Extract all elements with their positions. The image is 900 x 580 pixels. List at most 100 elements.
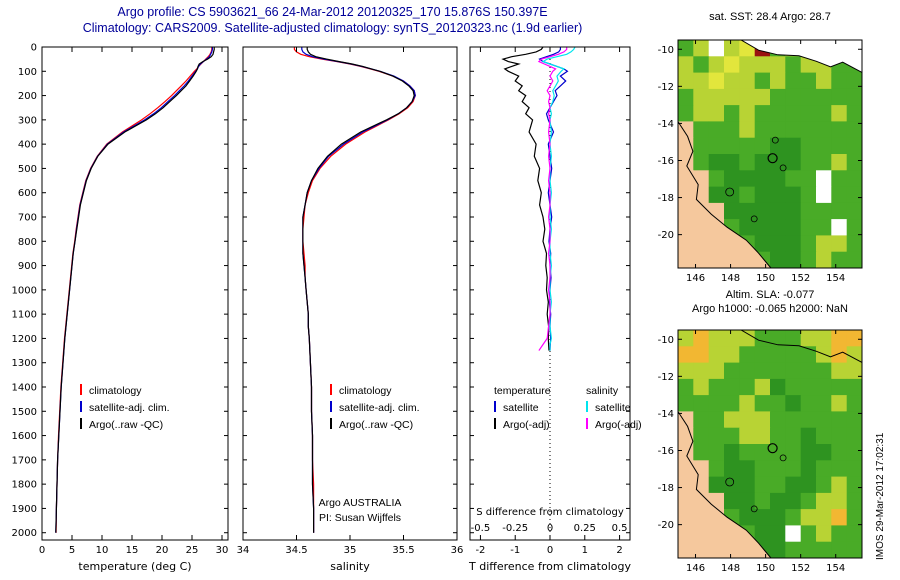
program-name: Argo AUSTRALIA <box>318 497 402 509</box>
reef-outline <box>725 477 735 487</box>
t-argo-line-swatch <box>494 418 496 429</box>
axis-text: 1900 <box>12 504 37 515</box>
axis-text: 152 <box>791 273 810 284</box>
legend-item-argo: Argo(..raw -QC) <box>80 417 170 434</box>
axis-text: -20 <box>658 230 674 241</box>
s-satellite-line-swatch <box>586 401 588 412</box>
axis-text: 600 <box>18 188 37 199</box>
axis-text: -18 <box>658 483 674 494</box>
axis-text: 150 <box>756 563 775 574</box>
axis-text: 154 <box>826 273 845 284</box>
axis-text: 35.5 <box>392 545 414 556</box>
axis-text: 300 <box>18 115 37 126</box>
axis-text: 30 <box>216 545 229 556</box>
coastline <box>678 121 772 268</box>
axis-text: -10 <box>658 335 674 346</box>
png-coastline <box>740 40 862 73</box>
temperature-line-2 <box>55 47 215 533</box>
difference-line-2 <box>541 47 576 351</box>
axis-text: 36 <box>451 545 464 556</box>
legend-item-s-satellite: satellite <box>586 400 662 417</box>
axis-text: 2 <box>616 545 622 556</box>
axis-text: 150 <box>756 273 775 284</box>
reef-outline <box>750 215 758 223</box>
temperature-line-1 <box>55 47 213 533</box>
legend-item-climatology: climatology <box>330 383 420 400</box>
legend-item-s-argo: Argo(-adj) <box>586 417 662 434</box>
difference-line-3 <box>537 47 568 351</box>
axis-text: -16 <box>658 446 674 457</box>
page-title: Argo profile: CS 5903621_66 24-Mar-2012 … <box>117 5 548 19</box>
difference-legend: temperature satellite Argo(-adj) salinit… <box>494 383 662 434</box>
legend-header-temperature: temperature <box>494 385 551 397</box>
axis-text: 500 <box>18 164 37 175</box>
axis-text: -18 <box>658 193 674 204</box>
axis-text: 1400 <box>12 383 37 394</box>
legend-label: satellite <box>503 402 539 414</box>
axis-text: 900 <box>18 261 37 272</box>
temperature-axes-box <box>41 46 229 541</box>
salinity-legend: climatology satellite-adj. clim. Argo(..… <box>330 383 420 434</box>
imos-timestamp-watermark: IMOS 29-Mar-2012 17:02:31 <box>875 432 886 560</box>
axis-text: 1500 <box>12 407 37 418</box>
axis-text: 100 <box>18 67 37 78</box>
program-annotation: Argo AUSTRALIA PI: Susan Wijffels <box>255 496 465 526</box>
legend-item-satellite-adj: satellite-adj. clim. <box>330 400 420 417</box>
salinity-line-2 <box>302 47 415 533</box>
axis-text: -0.25 <box>502 523 528 534</box>
legend-label: Argo(-adj) <box>595 419 642 431</box>
legend-item-satellite-adj: satellite-adj. clim. <box>80 400 170 417</box>
axis-text: 1200 <box>12 334 37 345</box>
satellite-adj-line-swatch <box>330 401 332 412</box>
axis-text: 200 <box>18 91 37 102</box>
axis-text: temperature (deg C) <box>78 560 191 573</box>
axis-text: 152 <box>791 563 810 574</box>
axis-text: 0 <box>547 545 553 556</box>
argo-line-swatch <box>330 418 332 429</box>
climatology-line-swatch <box>330 384 332 395</box>
axis-text: 34.5 <box>285 545 307 556</box>
axis-text: 700 <box>18 213 37 224</box>
axis-text: 1300 <box>12 358 37 369</box>
argo-line-swatch <box>80 418 82 429</box>
axis-text: -20 <box>658 520 674 531</box>
page-subtitle: Climatology: CARS2009. Satellite-adjuste… <box>82 21 583 35</box>
axis-text: -14 <box>658 409 674 420</box>
sst-map-title: sat. SST: 28.4 Argo: 28.7 <box>709 11 831 23</box>
difference-line-1 <box>501 47 550 351</box>
sst_map-axes-box <box>677 39 863 269</box>
axis-text: 148 <box>721 563 740 574</box>
australia-landmass <box>678 411 771 558</box>
australia-landmass <box>678 121 771 268</box>
axis-text: 35 <box>344 545 357 556</box>
legend-label: Argo(..raw -QC) <box>89 419 164 431</box>
axis-text: 20 <box>156 545 169 556</box>
legend-label: satellite-adj. clim. <box>339 402 420 414</box>
legend-label: climatology <box>339 385 392 397</box>
axis-text: T difference from climatology <box>468 560 631 573</box>
reef-outline <box>779 164 787 172</box>
temperature-line-0 <box>55 47 213 533</box>
sla_map-panel: 146 148 150 152 154 -10 -12 -14 -16 -18 -20 <box>658 329 863 574</box>
axis-text: salinity <box>330 560 370 573</box>
reef-outline <box>750 505 758 513</box>
axis-text: -0.5 <box>471 523 491 534</box>
axis-text: 1600 <box>12 431 37 442</box>
t-satellite-line-swatch <box>494 401 496 412</box>
legend-label: satellite <box>595 402 631 414</box>
axis-text: 34 <box>237 545 250 556</box>
axis-text: 148 <box>721 273 740 284</box>
axis-text: 0.5 <box>612 523 628 534</box>
legend-label: satellite-adj. clim. <box>89 402 170 414</box>
reef-outline <box>779 454 787 462</box>
axis-text: -12 <box>658 372 674 383</box>
s-argo-line-swatch <box>586 418 588 429</box>
salinity-panel: 34 34.5 35 35.5 36 salinity <box>237 46 464 573</box>
axis-text: 0.25 <box>574 523 596 534</box>
axis-text: 0 <box>31 43 37 54</box>
axis-text: 1100 <box>12 310 37 321</box>
axis-text: 5 <box>69 545 75 556</box>
temperature-panel: 0 5 10 15 20 25 300100200300400500600700800900… <box>12 43 229 573</box>
sla_map-axes-box <box>677 329 863 559</box>
difference-panel: -2 -1 0 1 2 T difference from climatology S di… <box>468 46 631 573</box>
